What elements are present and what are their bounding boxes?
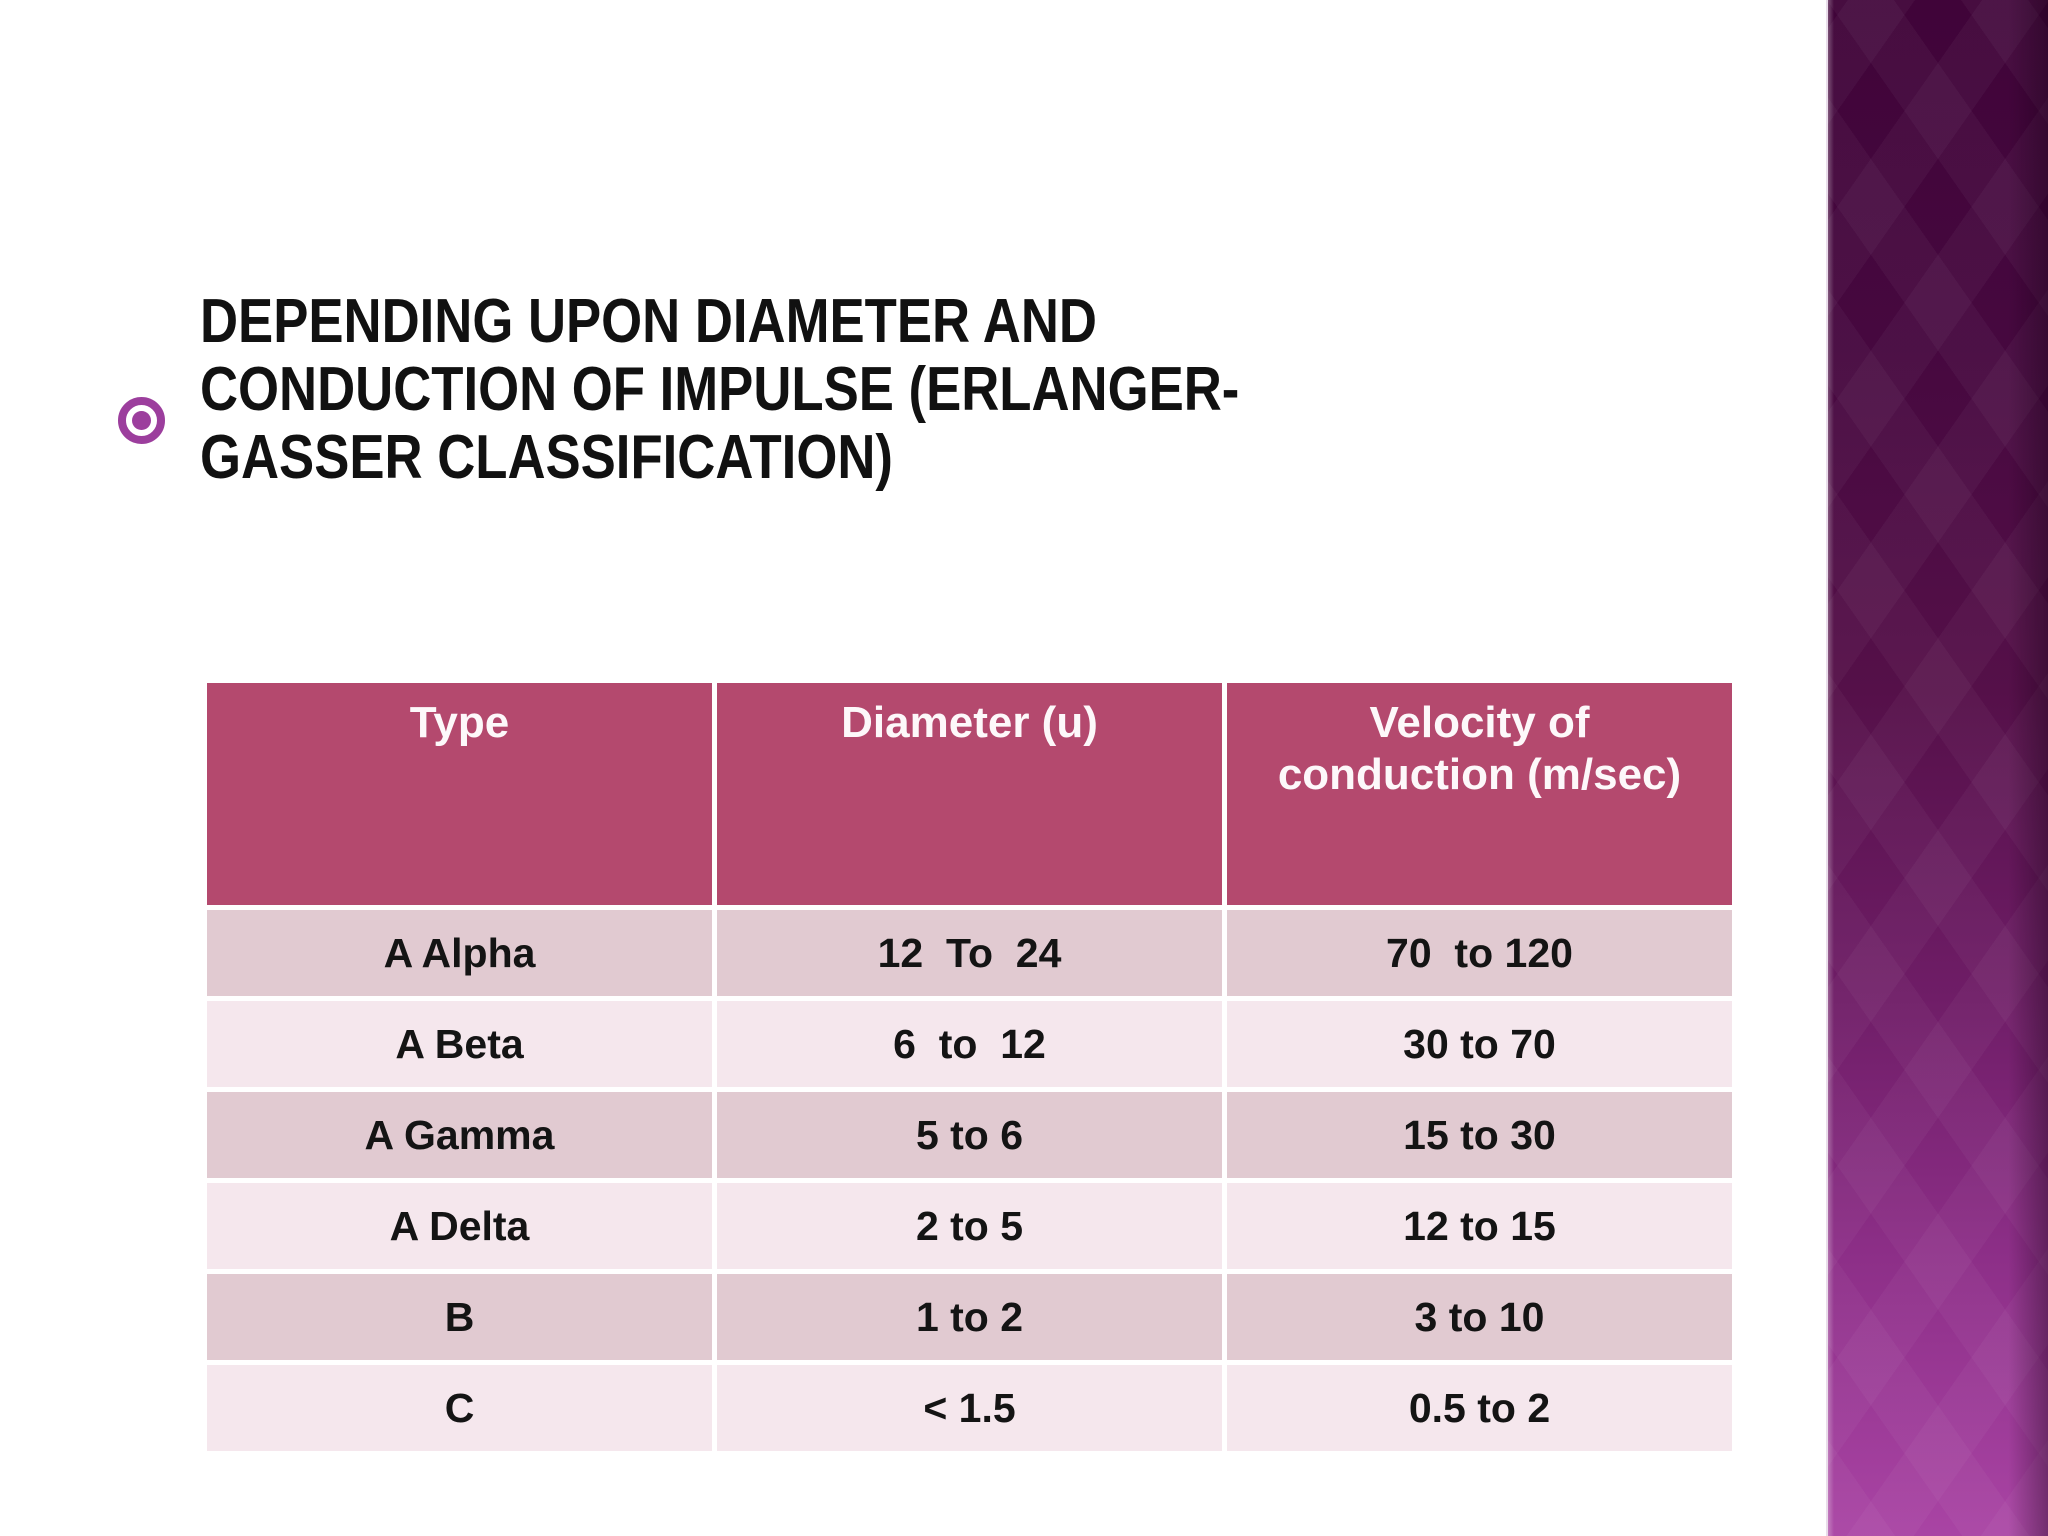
slide-title-line-1: DEPENDING UPON DIAMETER AND xyxy=(200,287,1097,356)
slide-title-line-2: CONDUCTION OF IMPULSE (ERLANGER- xyxy=(200,355,1240,424)
table-cell-type: C xyxy=(207,1365,712,1451)
table-cell-velocity: 0.5 to 2 xyxy=(1227,1365,1732,1451)
table-cell-type: A Gamma xyxy=(207,1092,712,1178)
column-header-diameter-label: Diameter (u) xyxy=(841,698,1098,747)
table-cell-diameter: < 1.5 xyxy=(717,1365,1222,1451)
column-header-type-label: Type xyxy=(409,698,510,747)
column-header-type: Type xyxy=(207,683,712,905)
column-header-diameter: Diameter (u) xyxy=(717,683,1222,905)
column-header-velocity: Velocity of conduction (m/sec) xyxy=(1227,683,1732,905)
table-cell-diameter: 1 to 2 xyxy=(717,1274,1222,1360)
table-cell-velocity: 30 to 70 xyxy=(1227,1001,1732,1087)
table-cell-type: A Delta xyxy=(207,1183,712,1269)
table-cell-velocity: 15 to 30 xyxy=(1227,1092,1732,1178)
target-bullet-icon xyxy=(118,397,165,444)
slide-title: DEPENDING UPON DIAMETER AND CONDUCTION O… xyxy=(200,288,1594,492)
table-cell-diameter: 6 to 12 xyxy=(717,1001,1222,1087)
table-cell-velocity: 12 to 15 xyxy=(1227,1183,1732,1269)
decorative-gradient-sidebar xyxy=(1826,0,2048,1536)
table-cell-velocity: 70 to 120 xyxy=(1227,910,1732,996)
table-cell-diameter: 5 to 6 xyxy=(717,1092,1222,1178)
table-cell-type: B xyxy=(207,1274,712,1360)
table-cell-diameter: 2 to 5 xyxy=(717,1183,1222,1269)
column-header-velocity-label: Velocity of conduction (m/sec) xyxy=(1277,698,1682,799)
fiber-classification-table: Type Diameter (u) Velocity of conduction… xyxy=(207,683,1732,1451)
table-cell-type: A Beta xyxy=(207,1001,712,1087)
bullet-dot xyxy=(132,411,151,430)
table-cell-velocity: 3 to 10 xyxy=(1227,1274,1732,1360)
table-cell-diameter: 12 To 24 xyxy=(717,910,1222,996)
slide-title-line-3: GASSER CLASSIFICATION) xyxy=(200,423,893,492)
table-cell-type: A Alpha xyxy=(207,910,712,996)
